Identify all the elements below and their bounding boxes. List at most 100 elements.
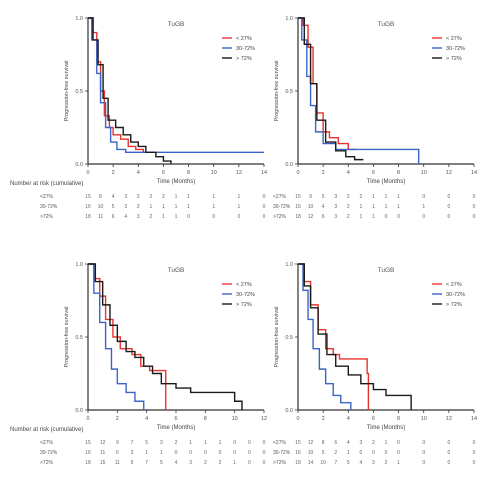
x-tick-label: 0 [296,170,299,176]
risk-cell: 0 [447,204,450,210]
risk-cell: 1 [204,440,207,446]
risk-cell: 0 [187,214,190,220]
risk-cell: 7 [145,460,148,466]
risk-cell: 3 [160,440,163,446]
risk-cell: 9 [309,194,312,200]
risk-cell: 2 [385,460,388,466]
risk-cell: 1 [145,450,148,456]
risk-cell: 11 [115,460,120,466]
risk-cell: 16 [85,450,91,456]
x-tick-label: 2 [322,170,325,176]
risk-cell: 0 [248,460,251,466]
risk-row-label: >72% [273,460,286,466]
risk-cell: 8 [322,440,325,446]
risk-cell: 1 [162,204,165,210]
survival-curve-1 [88,263,167,410]
survival-curve-3 [88,263,243,410]
risk-cell: 0 [248,440,251,446]
legend-label: < 27% [236,282,252,288]
panel-title: TuGB [168,21,185,28]
risk-cell: 4 [359,460,362,466]
risk-cell: 0 [248,450,251,456]
risk-cell: 0 [422,450,425,456]
panel-title: TuGB [378,267,395,274]
risk-cell: 0 [473,204,476,210]
risk-cell: 0 [447,450,450,456]
x-tick-label: 0 [86,170,89,176]
risk-row-label: <27% [273,440,286,446]
y-tick-label: 0.0 [75,408,83,414]
risk-cell: 3 [124,204,127,210]
risk-cell: 1 [212,194,215,200]
risk-cell: 1 [397,460,400,466]
risk-cell: 0 [263,460,266,466]
risk-cell: 5 [112,204,115,210]
y-tick-label: 1.0 [285,262,293,268]
x-tick-label: 6 [174,416,177,422]
risk-cell: 3 [359,440,362,446]
risk-row-label: 30-72% [40,204,58,210]
risk-row-label: 30-72% [273,450,291,456]
risk-cell: 10 [308,450,314,456]
legend-label: 30-72% [236,46,255,52]
risk-cell: 0 [422,460,425,466]
risk-cell: 5 [322,194,325,200]
risk-cell: 11 [100,450,105,456]
panel-title: TuGB [168,267,185,274]
risk-row-label: 30-72% [273,204,291,210]
x-tick-label: 8 [204,416,207,422]
x-tick-label: 10 [211,170,217,176]
risk-cell: 4 [175,460,178,466]
y-tick-label: 1.0 [75,16,83,22]
x-tick-label: 12 [446,416,452,422]
risk-cell: 1 [162,214,165,220]
risk-cell: 10 [308,204,314,210]
risk-cell: 0 [422,214,425,220]
risk-cell: 12 [308,440,314,446]
risk-cell: 3 [334,204,337,210]
x-tick-label: 4 [347,416,350,422]
risk-cell: 2 [219,460,222,466]
legend-label: < 27% [446,36,462,42]
risk-cell: 1 [385,440,388,446]
survival-curve-2 [88,263,145,410]
x-tick-label: 6 [372,416,375,422]
risk-cell: 1 [233,460,236,466]
y-tick-label: 0.0 [75,162,83,168]
risk-cell: 10 [98,204,104,210]
risk-cell: 8 [99,194,102,200]
risk-cell: 1 [397,194,400,200]
risk-cell: 4 [347,440,350,446]
risk-cell: 3 [124,194,127,200]
survival-curve-3 [88,17,172,164]
x-tick-label: 12 [236,170,242,176]
risk-cell: 16 [295,204,301,210]
x-tick-label: 8 [187,170,190,176]
risk-cell: 1 [149,204,152,210]
risk-cell: 15 [295,194,301,200]
y-axis-label: Progression-free survival [64,307,70,368]
risk-cell: 16 [295,450,301,456]
x-tick-label: 6 [372,170,375,176]
legend-label: > 72% [446,56,462,62]
y-tick-label: 0.0 [285,162,293,168]
risk-cell: 0 [263,450,266,456]
risk-cell: 0 [397,214,400,220]
x-tick-label: 0 [86,416,89,422]
survival-curve-1 [298,17,356,151]
survival-curve-1 [298,263,370,410]
x-tick-label: 2 [116,416,119,422]
risk-cell: 1 [422,204,425,210]
risk-cell: 4 [112,194,115,200]
x-tick-label: 6 [162,170,165,176]
legend-label: > 72% [236,302,252,308]
risk-cell: 3 [372,460,375,466]
risk-cell: 0 [473,460,476,466]
risk-row-label: <27% [273,194,286,200]
legend-label: > 72% [446,302,462,308]
risk-cell: 0 [189,450,192,456]
risk-cell: 1 [160,450,163,456]
risk-row-label: >72% [40,214,53,220]
risk-cell: 0 [219,450,222,456]
